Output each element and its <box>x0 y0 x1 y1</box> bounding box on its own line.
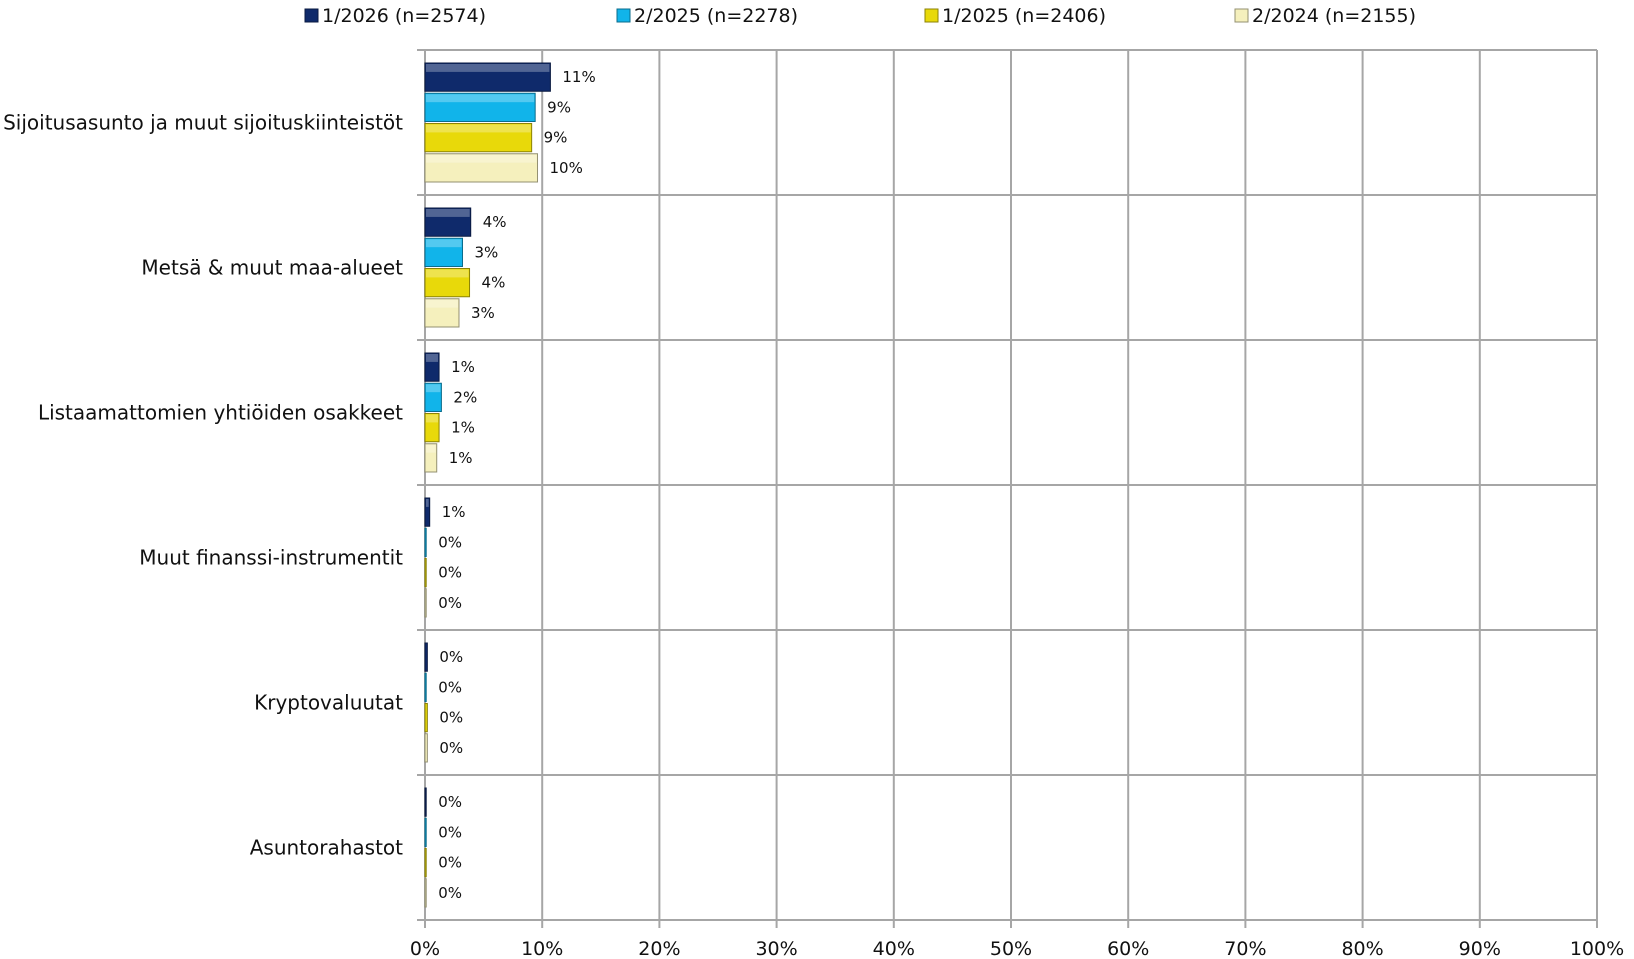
data-label: 0% <box>438 594 462 612</box>
x-tick-label: 70% <box>1224 938 1266 959</box>
x-tick-label: 60% <box>1107 938 1149 959</box>
data-label: 3% <box>475 243 499 261</box>
data-label: 0% <box>438 823 462 841</box>
bar <box>424 443 438 473</box>
category-labels: Sijoitusasunto ja muut sijoituskiinteist… <box>3 111 403 860</box>
data-label: 0% <box>439 739 463 757</box>
bar-highlight <box>426 499 429 507</box>
bar <box>424 268 471 298</box>
legend-label: 2/2025 (n=2278) <box>634 5 798 27</box>
bar <box>424 298 460 328</box>
data-label: 1% <box>442 503 466 521</box>
bar <box>424 497 431 527</box>
bar <box>424 207 472 237</box>
bar <box>424 817 427 847</box>
bar <box>424 123 533 153</box>
category-label: Listaamattomien yhtiöiden osakkeet <box>38 401 403 425</box>
bar <box>424 237 464 267</box>
x-axis-ticks: 0% 10% 20% 30% 40% 50% 60% 70% 80% 90% 100% <box>410 938 1624 959</box>
data-label: 2% <box>453 388 477 406</box>
category-label: Kryptovaluutat <box>254 691 403 715</box>
bar <box>424 92 536 122</box>
grid <box>417 49 1598 928</box>
bar-highlight <box>426 384 441 393</box>
data-label: 4% <box>482 274 506 292</box>
legend: 1/2026 (n=2574) 2/2025 (n=2278) 1/2025 (n=… <box>304 5 1416 27</box>
x-tick-label: 20% <box>638 938 680 959</box>
bar-highlight <box>426 209 470 217</box>
legend-label: 1/2026 (n=2574) <box>322 5 486 27</box>
bar-highlight <box>426 124 531 133</box>
data-label: 1% <box>451 358 475 376</box>
data-label: 0% <box>438 884 462 902</box>
category-label: Muut finanssi-instrumentit <box>139 546 403 570</box>
data-labels: 11% 9% 9% 10% 4% 3% 4% 3% 1% 2% 1% 1% 1% 0% 0% 0% 0% 0% 0%… <box>438 68 596 902</box>
data-label: 0% <box>438 793 462 811</box>
data-label: 0% <box>438 564 462 582</box>
bar <box>424 848 427 878</box>
category-label: Asuntorahastot <box>250 836 403 860</box>
bar-highlight <box>426 94 535 103</box>
bar <box>424 733 428 763</box>
x-tick-label: 10% <box>521 938 563 959</box>
data-label: 1% <box>451 419 475 437</box>
legend-label: 1/2025 (n=2406) <box>942 5 1106 27</box>
data-label: 0% <box>438 533 462 551</box>
x-tick-label: 0% <box>410 938 440 959</box>
bar <box>424 787 427 817</box>
x-tick-label: 40% <box>873 938 915 959</box>
bar-highlight <box>426 354 439 362</box>
data-label: 0% <box>439 709 463 727</box>
legend-swatch <box>1234 8 1249 23</box>
bar <box>424 62 551 92</box>
category-label: Sijoitusasunto ja muut sijoituskiinteist… <box>3 111 403 135</box>
bar-highlight <box>426 154 537 163</box>
bar <box>424 558 427 588</box>
bar-highlight <box>426 299 458 308</box>
data-label: 9% <box>547 98 571 116</box>
bar <box>424 672 427 702</box>
data-label: 0% <box>438 678 462 696</box>
x-tick-label: 100% <box>1570 938 1624 959</box>
x-tick-label: 50% <box>990 938 1032 959</box>
data-label: 10% <box>550 159 583 177</box>
bar-highlight <box>426 444 436 453</box>
x-tick-label: 90% <box>1459 938 1501 959</box>
data-label: 3% <box>471 304 495 322</box>
data-label: 11% <box>562 68 595 86</box>
bar <box>424 703 428 733</box>
bar-highlight <box>426 239 462 248</box>
legend-swatch <box>616 8 631 23</box>
x-tick-label: 80% <box>1341 938 1383 959</box>
bar-highlight <box>426 64 550 72</box>
bar <box>424 352 440 382</box>
data-label: 0% <box>439 648 463 666</box>
legend-label: 2/2024 (n=2155) <box>1252 5 1416 27</box>
bar <box>424 527 427 557</box>
legend-swatch <box>304 8 319 23</box>
bar <box>424 153 539 183</box>
bar <box>424 413 440 443</box>
data-label: 9% <box>544 129 568 147</box>
bar <box>424 878 427 908</box>
bar <box>424 642 428 672</box>
bar-highlight <box>426 414 439 423</box>
data-label: 1% <box>449 449 473 467</box>
data-label: 4% <box>483 213 507 231</box>
bar-highlight <box>426 269 469 278</box>
bar <box>424 382 442 412</box>
bar <box>424 588 427 618</box>
legend-swatch <box>924 8 939 23</box>
x-tick-label: 30% <box>755 938 797 959</box>
bars <box>424 62 551 908</box>
data-label: 0% <box>438 854 462 872</box>
category-label: Metsä & muut maa-alueet <box>141 256 403 280</box>
